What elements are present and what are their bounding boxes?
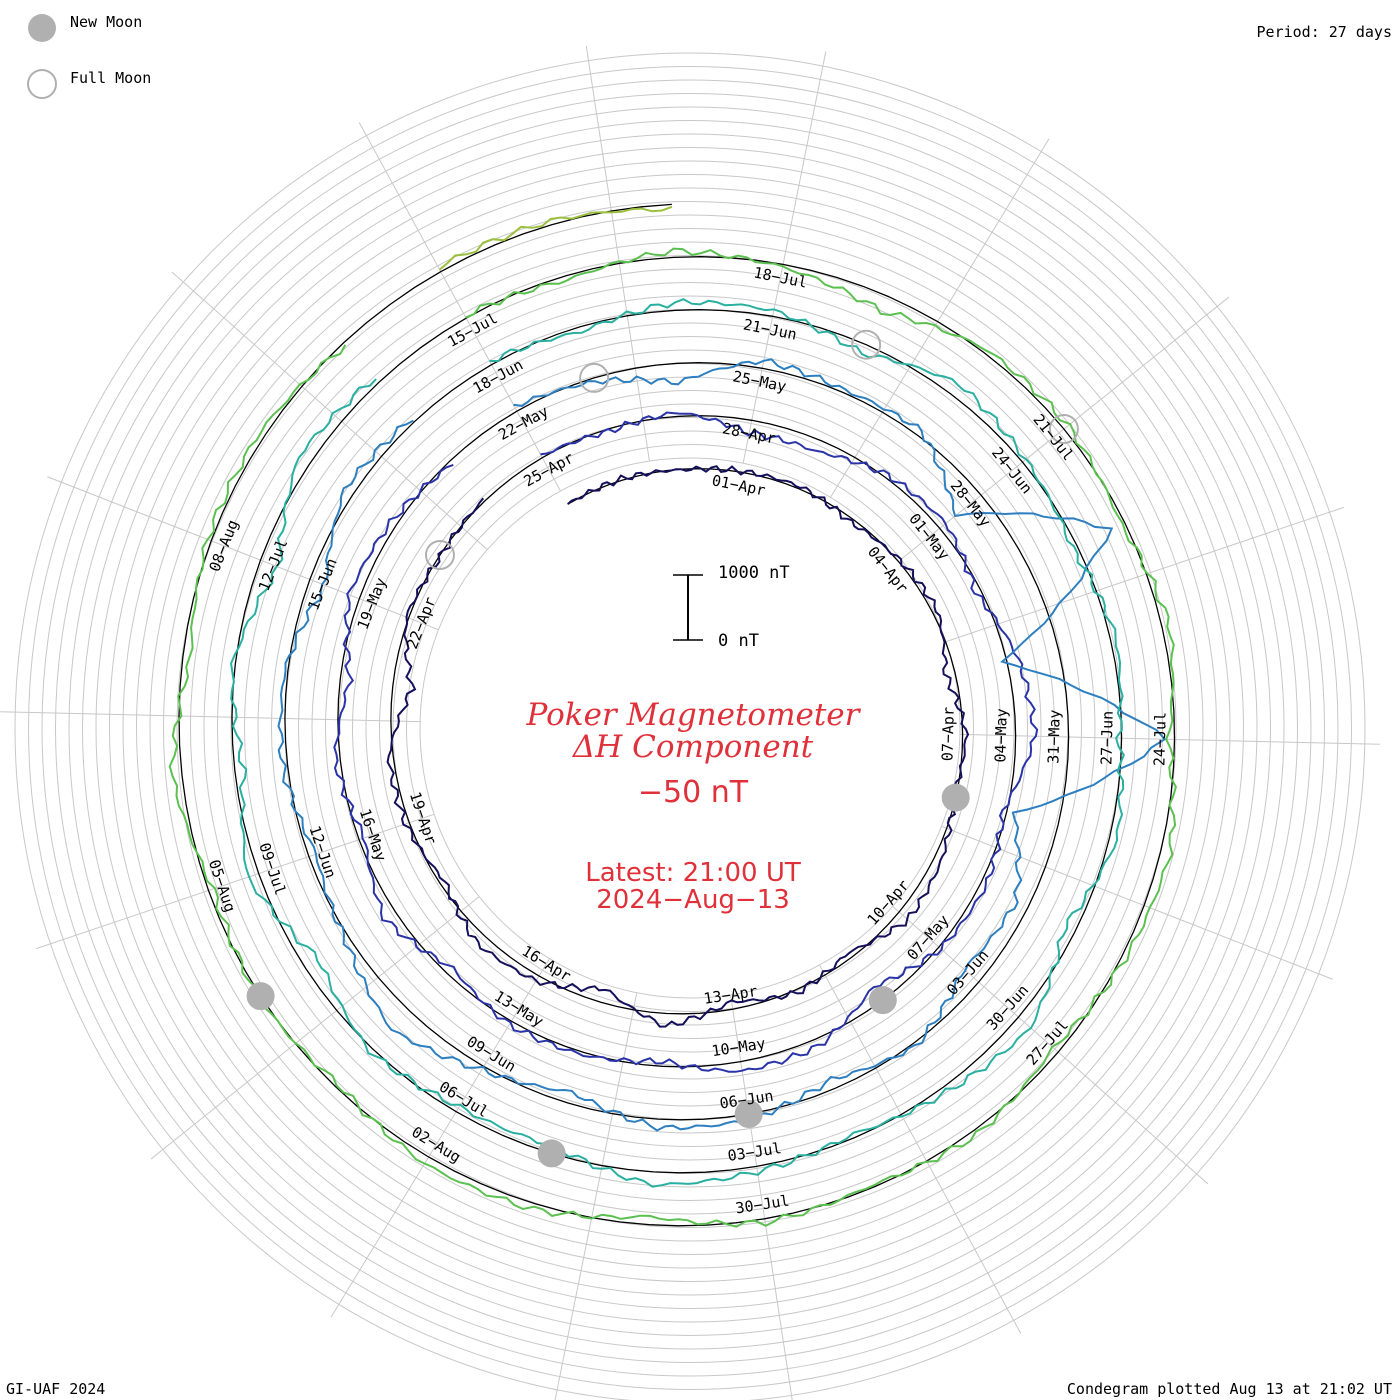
moon-markers xyxy=(246,329,1079,1168)
series-line-3 xyxy=(277,358,1167,1132)
chart-title: Poker Magnetometer xyxy=(526,697,860,733)
grid-spoke xyxy=(47,476,439,631)
date-label: 07−Apr xyxy=(938,707,957,762)
date-label: 25−Apr xyxy=(521,449,577,491)
date-label: 10−May xyxy=(710,1034,766,1060)
grid-spoke xyxy=(900,296,1230,560)
date-label: 30−Jun xyxy=(983,981,1032,1034)
series-line-1 xyxy=(386,465,970,1028)
date-label: 13−May xyxy=(491,987,547,1031)
grid-ring xyxy=(419,457,961,999)
date-label: 19−May xyxy=(354,575,391,632)
grid-spoke xyxy=(0,711,421,723)
grid-spoke xyxy=(36,813,435,950)
period-label: Period: 27 days xyxy=(1256,23,1392,41)
date-label: 16−May xyxy=(356,806,390,863)
date-label: 03−Jun xyxy=(943,946,992,999)
grid-ring xyxy=(217,255,1163,1201)
grid-ring xyxy=(392,430,988,1026)
series-line-2 xyxy=(333,411,1039,1073)
grid-spoke xyxy=(742,51,827,464)
legend-new-moon-label: New Moon xyxy=(70,13,143,31)
grid-ring xyxy=(95,133,1285,1323)
date-label: 12−Jun xyxy=(305,823,339,880)
baseline-value: −50 nT xyxy=(637,775,749,810)
grid-spoke xyxy=(945,506,1344,643)
grid-spoke xyxy=(819,964,1022,1334)
latest-date: 2024−Aug−13 xyxy=(596,885,790,915)
grid-ring xyxy=(176,214,1204,1242)
scale-bar xyxy=(673,574,703,641)
date-label: 03−Jul xyxy=(726,1139,782,1165)
date-label: 16−Apr xyxy=(519,942,575,986)
grid-ring xyxy=(379,417,1001,1039)
grid-ring xyxy=(82,120,1298,1336)
date-label: 31−May xyxy=(1044,709,1063,764)
date-label: 04−May xyxy=(991,708,1010,763)
credit-label: GI-UAF 2024 xyxy=(6,1380,106,1398)
date-label: 30−Jul xyxy=(734,1192,790,1218)
full-moon-legend-icon xyxy=(27,69,57,99)
grid-ring xyxy=(55,93,1325,1363)
grid-ring xyxy=(136,174,1244,1282)
grid-ring xyxy=(163,201,1217,1255)
grid-ring xyxy=(68,106,1312,1350)
grid-ring xyxy=(122,160,1258,1296)
full-moon-marker xyxy=(1048,413,1079,444)
grid-spoke xyxy=(959,733,1380,745)
grid-spoke xyxy=(150,896,480,1160)
grid-spoke xyxy=(171,271,488,550)
grid-spoke xyxy=(330,958,550,1318)
grid-ring xyxy=(406,444,974,1012)
new-moon-marker xyxy=(868,986,897,1015)
grid-ring xyxy=(28,66,1352,1390)
grid-ring xyxy=(149,187,1231,1269)
latest-time: Latest: 21:00 UT xyxy=(585,858,801,888)
scale-top-label: 1000 nT xyxy=(718,563,790,583)
new-moon-marker xyxy=(734,1100,763,1129)
legend-full-moon-label: Full Moon xyxy=(70,69,152,87)
series-line-4 xyxy=(230,298,1125,1188)
grid-ring xyxy=(109,147,1271,1309)
date-label: 27−Jul xyxy=(1023,1016,1072,1069)
date-label: 15−Jun xyxy=(304,556,341,613)
series-line-6 xyxy=(438,205,673,271)
legend-icons xyxy=(27,14,57,99)
grid-spoke xyxy=(892,906,1209,1185)
grid-spoke xyxy=(730,994,793,1400)
grid-ring xyxy=(14,52,1366,1400)
grid-spoke xyxy=(941,825,1333,980)
grid-ring xyxy=(190,228,1190,1228)
full-moon-marker xyxy=(424,539,455,570)
new-moon-marker xyxy=(941,783,970,812)
date-label: 05−Aug xyxy=(205,857,239,914)
grid-ring xyxy=(203,241,1177,1215)
chart-subtitle: ΔH Component xyxy=(572,729,814,765)
plotted-timestamp: Condegram plotted Aug 13 at 21:02 UT xyxy=(1066,1380,1392,1398)
grid-ring xyxy=(41,79,1339,1377)
grid-spoke xyxy=(585,45,650,462)
new-moon-marker xyxy=(246,982,275,1011)
date-label: 27−Jun xyxy=(1097,711,1116,766)
grid-spoke xyxy=(830,138,1050,498)
full-moon-marker xyxy=(851,329,882,360)
date-label: 13−Apr xyxy=(702,982,758,1008)
date-label: 24−Jul xyxy=(1150,712,1169,767)
grid-ring xyxy=(244,282,1136,1174)
grid-ring xyxy=(230,268,1150,1188)
series-line-5 xyxy=(168,247,1177,1228)
data-series xyxy=(168,205,1177,1228)
grid-ring xyxy=(365,403,1015,1053)
new-moon-marker xyxy=(537,1139,566,1168)
grid-spoke xyxy=(358,122,561,492)
full-moon-marker xyxy=(579,362,610,393)
new-moon-legend-icon xyxy=(28,14,56,42)
date-label: 12−Jul xyxy=(255,537,292,594)
scale-bottom-label: 0 nT xyxy=(718,631,759,651)
